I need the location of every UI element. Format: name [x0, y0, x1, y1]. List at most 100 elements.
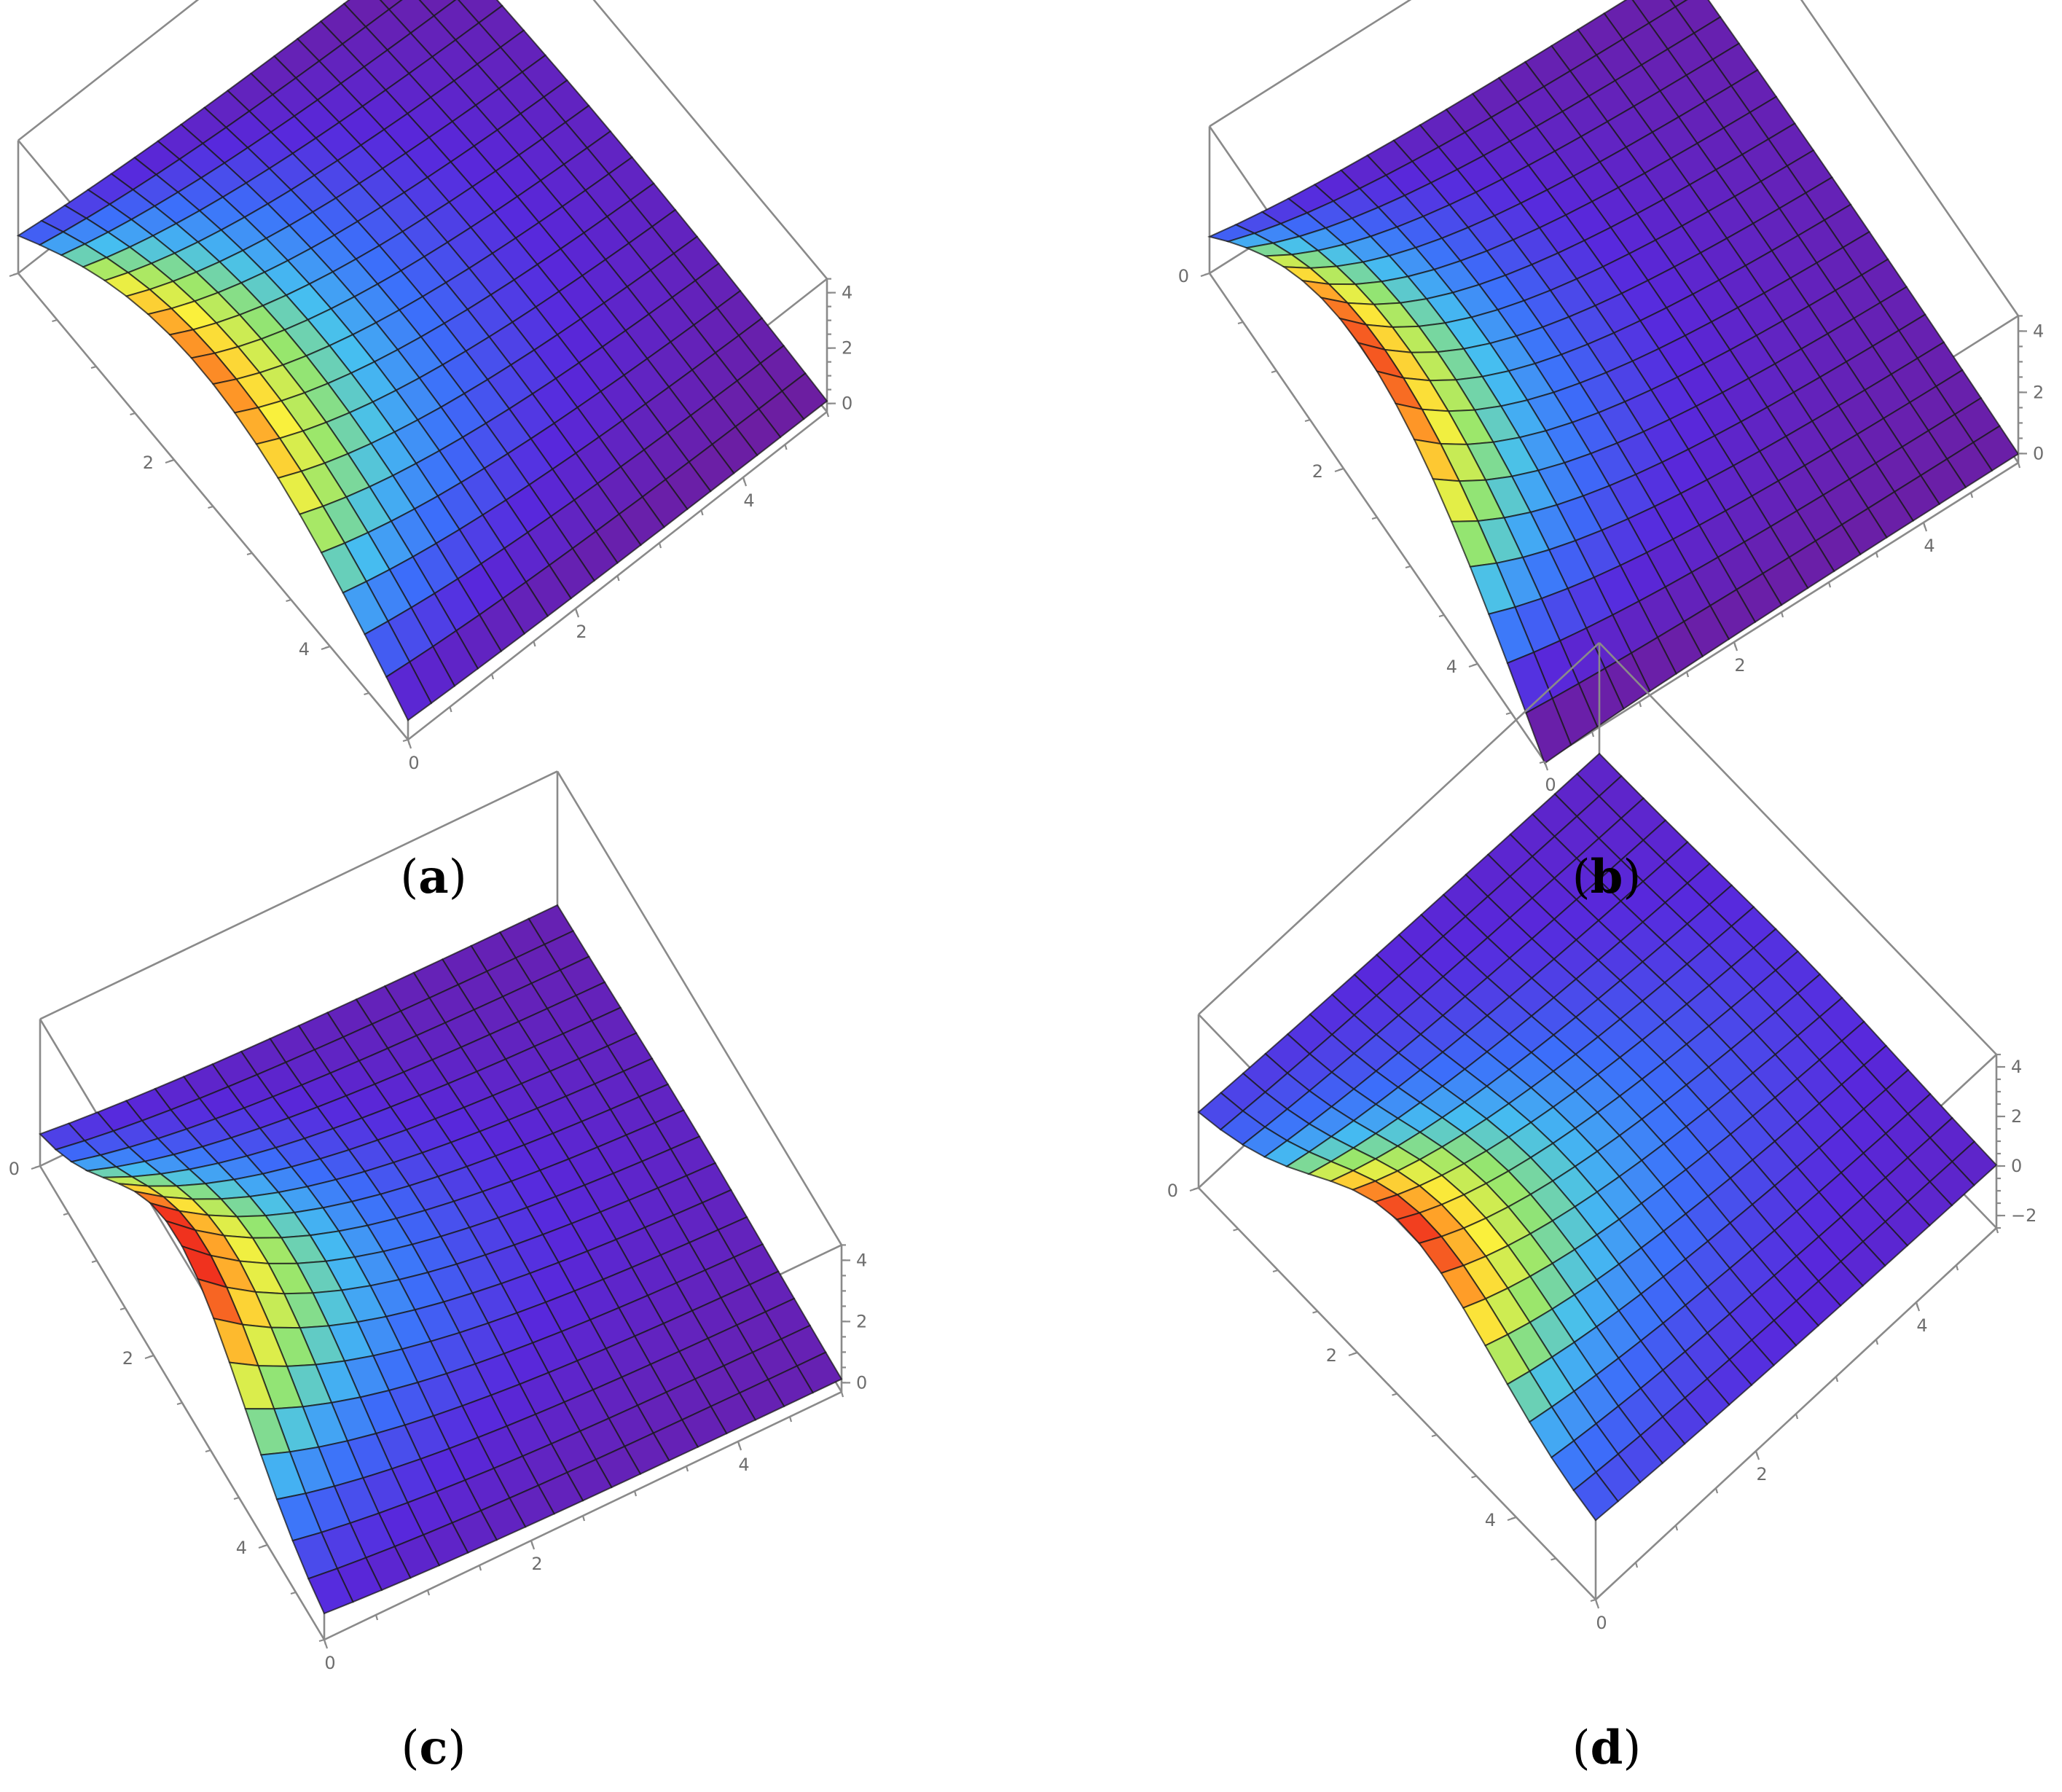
x-minor-tick — [1590, 1598, 1596, 1603]
z-tick-label: −2 — [2011, 1205, 2036, 1226]
y-minor-tick — [1875, 1339, 1879, 1345]
y-tick-label: 4 — [1916, 1315, 1927, 1336]
x-minor-tick — [1405, 565, 1411, 569]
y-tick-label: 4 — [1924, 536, 1934, 556]
x-minor-tick — [1272, 1269, 1279, 1273]
y-tick-label: 0 — [408, 753, 419, 773]
y-minor-tick — [700, 509, 704, 516]
y-tick-label: 2 — [531, 1554, 542, 1574]
y-minor-tick — [1795, 1413, 1799, 1420]
surface-mesh — [1207, 0, 2020, 764]
y-minor-tick — [1755, 1450, 1759, 1457]
x-minor-tick — [318, 1638, 325, 1643]
x-minor-tick — [1510, 1516, 1517, 1520]
y-minor-tick — [2017, 462, 2021, 469]
y-minor-tick — [574, 608, 579, 614]
x-minor-tick — [90, 365, 97, 369]
surface-cell — [1572, 1471, 1619, 1522]
x-tick-label: 4 — [299, 639, 310, 660]
x-minor-tick — [91, 1259, 98, 1264]
box-edge — [1599, 642, 1997, 1055]
y-minor-tick — [1915, 1302, 1919, 1308]
x-tick-label: 2 — [1312, 461, 1323, 482]
x-minor-tick — [1271, 369, 1277, 374]
x-minor-tick — [1471, 1475, 1477, 1479]
panel-d-surface-plot: 0 2 4 0 2 4 −2 0 2 4 — [1167, 642, 2036, 1633]
y-minor-tick — [1827, 582, 1832, 588]
y-minor-tick — [1634, 1562, 1639, 1568]
z-tick-label: 2 — [856, 1311, 867, 1331]
y-minor-tick — [784, 444, 788, 450]
y-tick-label: 0 — [324, 1653, 335, 1673]
panel-a-caption: (a) — [400, 850, 466, 904]
x-minor-tick — [119, 1307, 126, 1311]
y-minor-tick — [633, 1490, 638, 1497]
x-minor-tick — [1505, 711, 1512, 716]
y-minor-tick — [1955, 1264, 1959, 1271]
z-tick-label: 2 — [2011, 1106, 2022, 1127]
box-edge — [1800, 0, 2020, 317]
x-tick-label: 4 — [236, 1538, 247, 1558]
y-minor-tick — [1594, 1599, 1599, 1605]
x-tick-label: 2 — [1326, 1345, 1337, 1366]
y-tick-label: 2 — [1756, 1464, 1767, 1484]
y-tick-label: 2 — [1734, 655, 1745, 676]
y-minor-tick — [426, 1589, 431, 1596]
panel-c-caption-letter: c — [420, 1721, 448, 1775]
x-tick-label: 4 — [1485, 1510, 1496, 1530]
box-edge — [1209, 0, 1412, 128]
x-minor-tick — [1371, 516, 1378, 520]
x-tick-label: 2 — [143, 453, 154, 473]
panel-d-caption: (d) — [1572, 1721, 1642, 1775]
panel-b-caption: (b) — [1572, 850, 1642, 904]
z-tick-label: 2 — [842, 338, 852, 359]
y-minor-tick — [616, 575, 620, 582]
y-tick-label: 0 — [1545, 775, 1556, 795]
panel-d-caption-letter: d — [1591, 1721, 1623, 1775]
z-tick-label: 4 — [2033, 321, 2044, 341]
surface-mesh — [16, 0, 828, 721]
x-minor-tick — [205, 1449, 211, 1453]
y-minor-tick — [323, 1639, 327, 1646]
x-minor-tick — [290, 1591, 297, 1595]
y-minor-tick — [478, 1565, 482, 1571]
x-tick-label: 2 — [122, 1348, 133, 1369]
x-minor-tick — [324, 645, 331, 649]
x-minor-tick — [1237, 321, 1244, 325]
y-minor-tick — [530, 1540, 534, 1546]
y-minor-tick — [449, 706, 452, 713]
box-edge — [592, 0, 828, 280]
x-minor-tick — [1392, 1393, 1397, 1396]
y-minor-tick — [1733, 641, 1737, 648]
x-minor-tick — [364, 692, 369, 696]
box-edge — [1198, 642, 1600, 1015]
x-minor-tick — [402, 738, 409, 743]
y-tick-label: 4 — [738, 1455, 749, 1475]
x-minor-tick — [262, 1543, 268, 1548]
panel-b-caption-letter: b — [1591, 850, 1623, 904]
box-edge — [556, 770, 843, 1246]
x-minor-tick — [1352, 1351, 1358, 1355]
x-tick-label: 4 — [1446, 657, 1457, 677]
z-tick-label: 4 — [842, 283, 852, 303]
x-minor-tick — [1304, 418, 1311, 423]
x-minor-tick — [1312, 1310, 1318, 1314]
z-tick-label: 4 — [856, 1250, 867, 1270]
x-minor-tick — [233, 1496, 240, 1500]
y-tick-label: 0 — [1596, 1613, 1607, 1633]
y-minor-tick — [1685, 671, 1690, 678]
surface-mesh — [39, 904, 843, 1615]
axis-ticks: 0 2 4 0 2 4 −2 0 2 4 — [1167, 1053, 2036, 1633]
panel-a-caption-letter: a — [418, 850, 448, 904]
y-minor-tick — [407, 739, 411, 746]
x-minor-tick — [176, 1401, 183, 1406]
y-tick-label: 2 — [576, 622, 587, 642]
y-minor-tick — [737, 1441, 741, 1447]
y-minor-tick — [1875, 552, 1879, 558]
x-minor-tick — [1551, 1557, 1556, 1561]
x-minor-tick — [1233, 1228, 1239, 1232]
